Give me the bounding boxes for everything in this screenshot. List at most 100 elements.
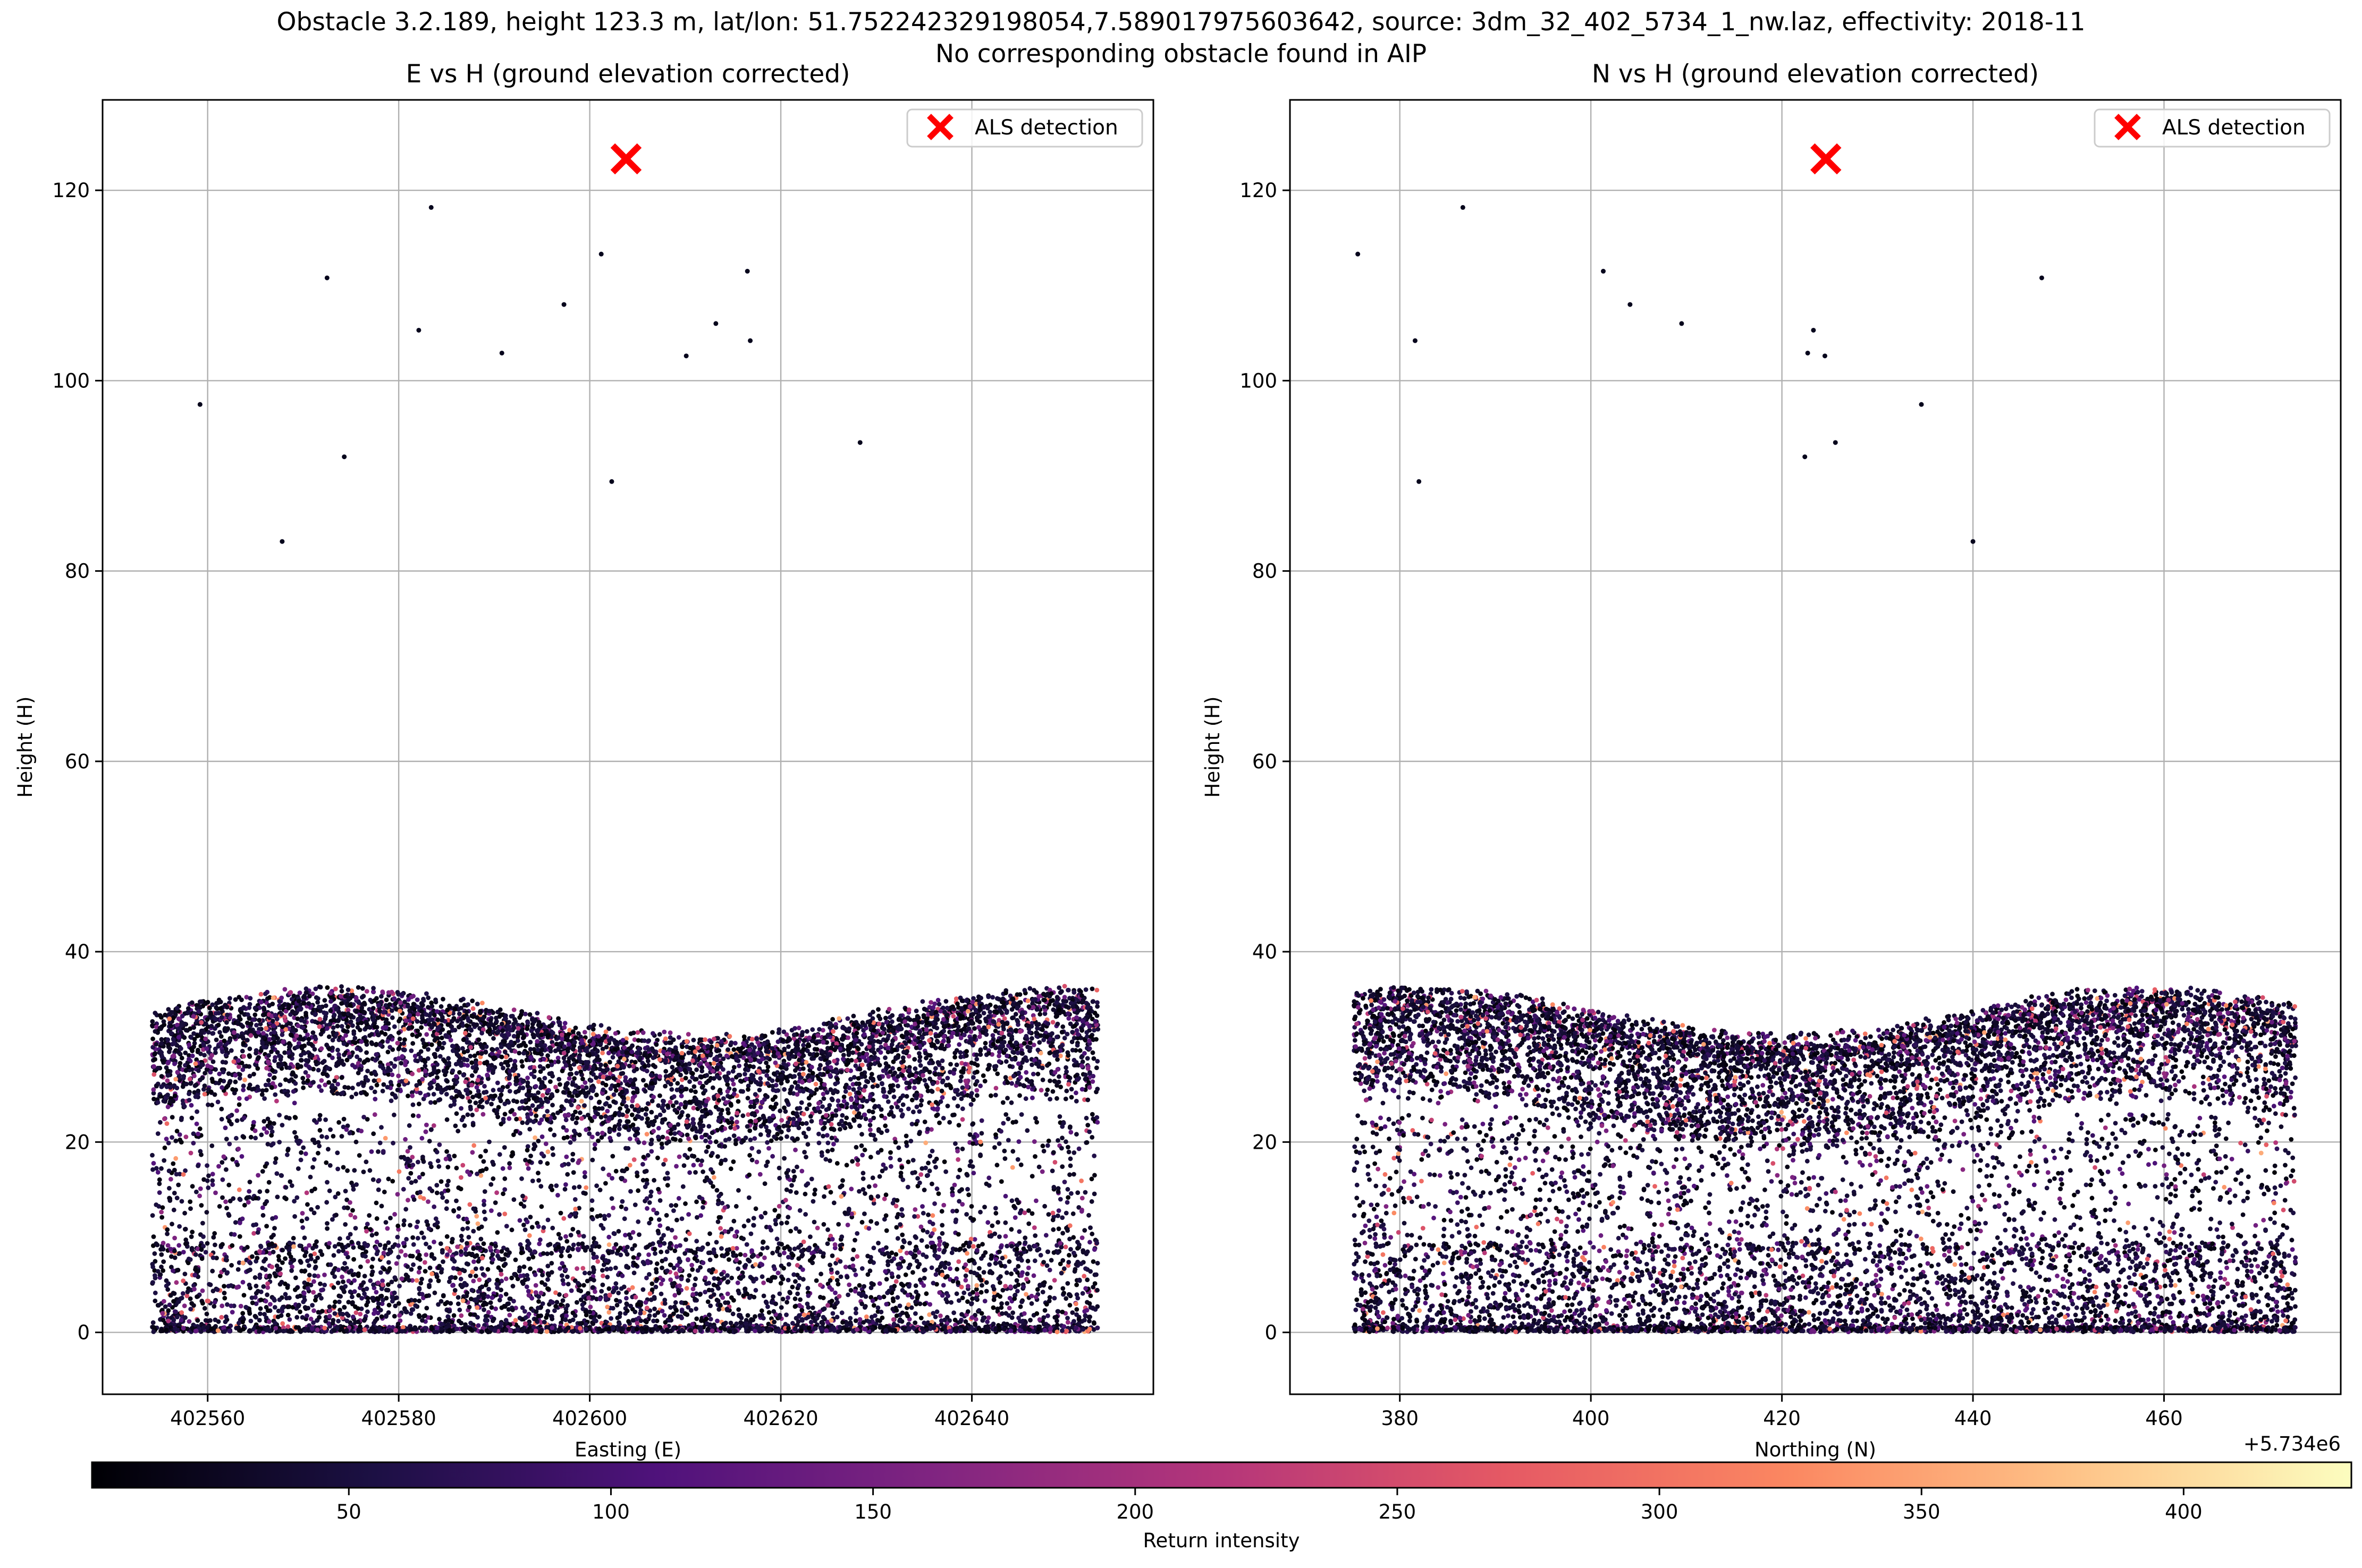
cloud-point	[799, 1100, 804, 1105]
cloud-point	[192, 1041, 197, 1046]
cloud-point	[672, 1131, 677, 1136]
cloud-point	[471, 1022, 476, 1027]
cloud-point	[691, 1105, 696, 1111]
cloud-point	[407, 1013, 412, 1018]
cloud-point	[511, 1098, 516, 1104]
cloud-point	[364, 989, 369, 994]
cloud-point	[402, 1037, 407, 1042]
cloud-point	[623, 1075, 628, 1080]
cloud-point	[214, 1001, 219, 1006]
cloud-point	[191, 1014, 196, 1019]
cloud-point	[1016, 1061, 1021, 1066]
cloud-point	[334, 1006, 339, 1012]
cloud-point	[1003, 1047, 1008, 1053]
cloud-point	[695, 1101, 699, 1107]
cloud-point	[339, 1075, 344, 1080]
cloud-point	[683, 1062, 688, 1067]
cloud-point	[453, 1062, 459, 1067]
cloud-point	[254, 1050, 258, 1056]
cloud-point	[1087, 1071, 1092, 1076]
cloud-point	[899, 1044, 905, 1049]
cloud-point	[231, 1059, 237, 1064]
cloud-point	[605, 1067, 610, 1072]
cloud-point	[573, 1025, 578, 1030]
cloud-point	[377, 1008, 382, 1013]
cloud-point	[333, 986, 338, 991]
cloud-point	[634, 1066, 639, 1072]
cloud-point	[729, 1040, 734, 1045]
cloud-point	[731, 1081, 736, 1087]
cloud-point	[480, 1001, 485, 1005]
cloud-point	[678, 1067, 684, 1072]
cloud-point	[166, 1060, 171, 1065]
cloud-point	[841, 1098, 847, 1104]
cloud-point	[745, 1096, 750, 1101]
cloud-point	[629, 1049, 635, 1055]
cloud-point	[714, 1042, 720, 1048]
cloud-point	[1031, 1072, 1036, 1077]
cloud-point	[187, 1042, 191, 1047]
cloud-point	[919, 1098, 924, 1103]
cloud-point	[261, 1005, 266, 1011]
cloud-point	[925, 1088, 931, 1094]
cloud-point	[446, 1056, 451, 1061]
cloud-point	[218, 1041, 223, 1047]
cloud-point	[593, 1105, 597, 1111]
cloud-point	[265, 1059, 271, 1064]
cloud-point	[418, 1090, 423, 1096]
cloud-point	[725, 1089, 730, 1094]
cloud-point	[426, 1047, 431, 1052]
cloud-point	[299, 1053, 303, 1058]
cloud-point	[815, 1106, 821, 1111]
cloud-point	[530, 1017, 535, 1022]
cloud-point	[571, 1129, 577, 1133]
e-vs-h-grid	[103, 100, 1153, 1394]
cloud-point	[372, 1089, 377, 1095]
cloud-point	[741, 1034, 747, 1039]
cloud-point	[464, 1023, 469, 1028]
cloud-point	[532, 1065, 537, 1070]
cloud-point	[478, 1099, 483, 1105]
cloud-point	[1037, 1040, 1042, 1045]
cloud-point	[1072, 1057, 1077, 1063]
cloud-point	[355, 1025, 360, 1030]
cloud-point	[283, 1077, 288, 1082]
cloud-point	[247, 1002, 252, 1007]
cloud-point	[179, 1046, 183, 1051]
cloud-point	[928, 1031, 933, 1036]
cloud-point	[885, 1049, 891, 1055]
cloud-point	[1000, 1004, 1006, 1010]
cloud-point	[1079, 1055, 1084, 1060]
cloud-point	[959, 1074, 964, 1079]
cloud-point	[914, 1008, 919, 1013]
cloud-point	[533, 1084, 538, 1089]
cloud-point	[688, 1045, 693, 1050]
cloud-point	[183, 1068, 189, 1073]
cloud-point	[868, 1075, 874, 1081]
cloud-point	[479, 1031, 484, 1036]
cloud-point	[728, 1101, 733, 1107]
cloud-point	[1042, 997, 1047, 1003]
cloud-point	[361, 994, 366, 998]
cloud-point	[403, 1018, 409, 1023]
cloud-point	[891, 1059, 896, 1064]
cloud-point	[187, 1077, 192, 1082]
cloud-point	[488, 1018, 493, 1023]
cloud-point	[234, 1108, 239, 1113]
cloud-point	[876, 1007, 881, 1012]
cloud-point	[491, 1023, 496, 1028]
cloud-point	[887, 1112, 892, 1117]
cloud-point	[598, 1062, 603, 1067]
cloud-point	[221, 1070, 226, 1074]
cloud-point	[273, 1055, 278, 1060]
cloud-point	[1005, 1096, 1010, 1101]
cloud-point	[716, 1107, 721, 1112]
cloud-point	[376, 1078, 382, 1083]
cloud-point	[461, 1072, 466, 1078]
cloud-point	[1050, 1031, 1055, 1036]
cloud-point	[1025, 998, 1031, 1003]
cloud-point	[664, 1052, 670, 1057]
cloud-point	[1064, 1004, 1069, 1009]
cloud-point	[168, 1085, 173, 1090]
cloud-point	[1058, 1084, 1063, 1090]
